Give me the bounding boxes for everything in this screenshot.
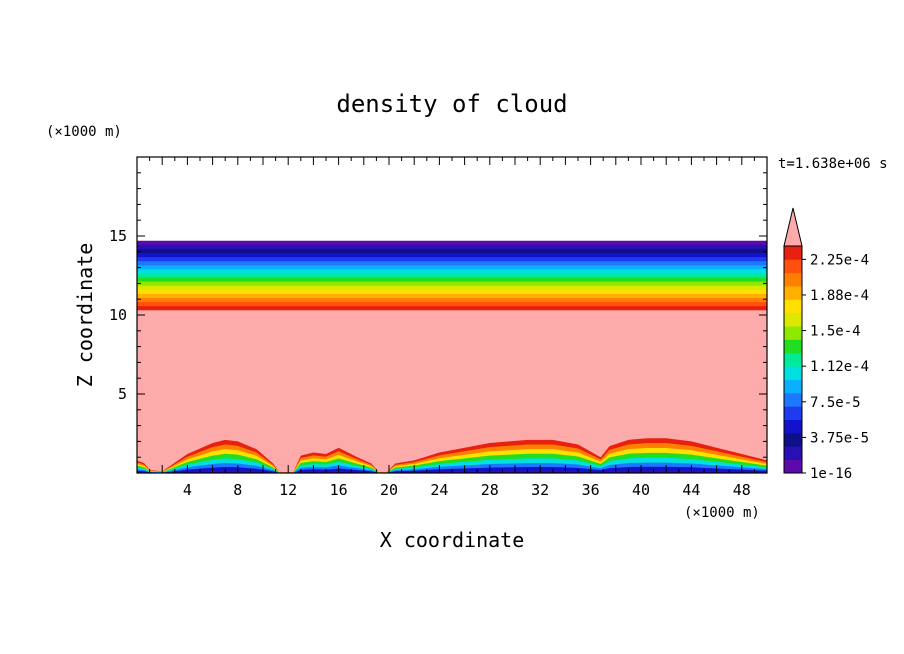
y-tick-label: 10 <box>109 306 127 324</box>
x-tick-label: 36 <box>582 481 600 499</box>
colorbar-swatch <box>784 259 802 274</box>
upper-layer-band <box>137 273 767 279</box>
upper-layer-band <box>137 257 767 262</box>
colorbar-swatch <box>784 326 802 340</box>
colorbar-label: 2.25e-4 <box>810 252 869 268</box>
upper-layer-band <box>137 289 767 295</box>
colorbar: 1e-16 3.75e-5 7.5e-5 1.12e-4 1.5e-4 1.88e-4 2.… <box>783 207 869 482</box>
colorbar-label: 1e-16 <box>810 466 852 482</box>
upper-layer-band <box>137 297 767 303</box>
colorbar-frame <box>783 245 803 474</box>
x-tick-label: 48 <box>733 481 751 499</box>
upper-layer-band <box>137 306 767 311</box>
colorbar-swatch <box>784 392 802 407</box>
colorbar-label: 1.88e-4 <box>810 288 869 304</box>
x-tick-label: 8 <box>233 481 242 499</box>
x-tick-label: 24 <box>430 481 448 499</box>
upper-layer-band <box>137 277 767 283</box>
colorbar-swatch <box>784 459 802 474</box>
colorbar-swatch <box>784 312 802 327</box>
colorbar-swatch <box>784 419 802 434</box>
y-tick-label: 15 <box>109 227 127 245</box>
upper-layer-band <box>137 248 767 254</box>
upper-layer-band <box>137 302 767 307</box>
colorbar-label: 1.12e-4 <box>810 359 869 375</box>
upper-layer-band <box>137 265 767 270</box>
colorbar-swatch <box>784 299 802 314</box>
colorbar-swatch <box>784 286 802 300</box>
x-tick-label: 40 <box>632 481 650 499</box>
colorbar-label: 3.75e-5 <box>810 430 869 446</box>
colorbar-swatch <box>784 432 802 447</box>
upper-layer-band <box>137 240 767 246</box>
colorbar-swatch <box>784 406 802 420</box>
colorbar-swatch <box>784 246 802 260</box>
colorbar-swatch <box>784 339 802 354</box>
colorbar-label: 7.5e-5 <box>810 395 861 411</box>
colorbar-extend-arrow <box>783 207 803 247</box>
x-tick-label: 12 <box>279 481 297 499</box>
y-tick-label: 5 <box>118 385 127 403</box>
upper-layer-band <box>137 253 767 258</box>
colorbar-swatch <box>784 446 802 461</box>
x-tick-label: 28 <box>481 481 499 499</box>
x-axis-label: X coordinate <box>380 528 525 552</box>
y-axis-label: Z coordinate <box>73 243 97 388</box>
x-unit-label: (×1000 m) <box>684 505 760 521</box>
x-tick-label: 20 <box>380 481 398 499</box>
colorbar-swatch <box>784 379 802 394</box>
x-tick-label: 16 <box>330 481 348 499</box>
x-tick-label: 44 <box>682 481 700 499</box>
upper-layer-band <box>137 261 767 266</box>
colorbar-swatch <box>784 352 802 367</box>
x-tick-label: 4 <box>183 481 192 499</box>
upper-layer-band <box>137 293 767 299</box>
colorbar-swatch <box>784 272 802 287</box>
upper-layer-band <box>137 281 767 287</box>
chart-title: density of cloud <box>336 90 567 118</box>
upper-layer-band <box>137 244 767 250</box>
colorbar-label: 1.5e-4 <box>810 324 861 340</box>
time-label: t=1.638e+06 s <box>778 156 888 172</box>
upper-layer-band <box>137 269 767 275</box>
upper-layer-band <box>137 285 767 291</box>
y-unit-label: (×1000 m) <box>46 124 122 140</box>
colorbar-swatch <box>784 366 802 380</box>
x-tick-label: 32 <box>531 481 549 499</box>
